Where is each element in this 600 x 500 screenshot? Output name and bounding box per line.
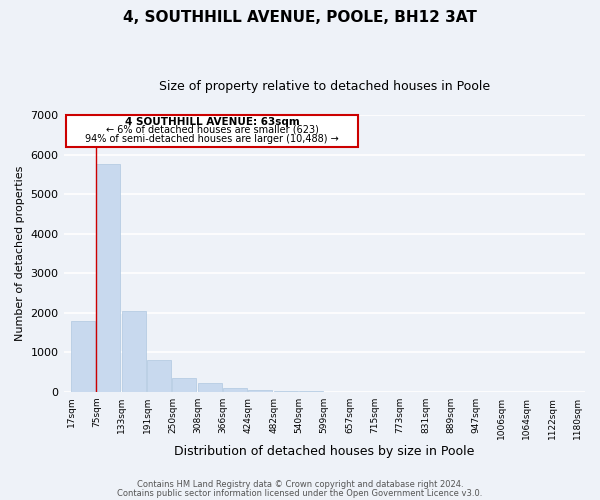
Text: Contains HM Land Registry data © Crown copyright and database right 2024.: Contains HM Land Registry data © Crown c… [137,480,463,489]
Bar [71,320,95,392]
Bar [198,384,222,392]
Bar [97,164,121,392]
X-axis label: Distribution of detached houses by size in Poole: Distribution of detached houses by size … [174,444,475,458]
Bar [122,311,146,392]
Bar [248,390,272,392]
Bar [66,115,358,148]
Text: 4 SOUTHHILL AVENUE: 63sqm: 4 SOUTHHILL AVENUE: 63sqm [125,118,299,128]
Bar [223,388,247,392]
Bar [172,378,196,392]
Text: Contains public sector information licensed under the Open Government Licence v3: Contains public sector information licen… [118,488,482,498]
Bar [147,360,171,392]
Text: 4, SOUTHHILL AVENUE, POOLE, BH12 3AT: 4, SOUTHHILL AVENUE, POOLE, BH12 3AT [123,10,477,25]
Y-axis label: Number of detached properties: Number of detached properties [15,166,25,341]
Text: 94% of semi-detached houses are larger (10,488) →: 94% of semi-detached houses are larger (… [85,134,339,143]
Title: Size of property relative to detached houses in Poole: Size of property relative to detached ho… [159,80,490,93]
Text: ← 6% of detached houses are smaller (623): ← 6% of detached houses are smaller (623… [106,124,319,134]
Bar [274,391,298,392]
